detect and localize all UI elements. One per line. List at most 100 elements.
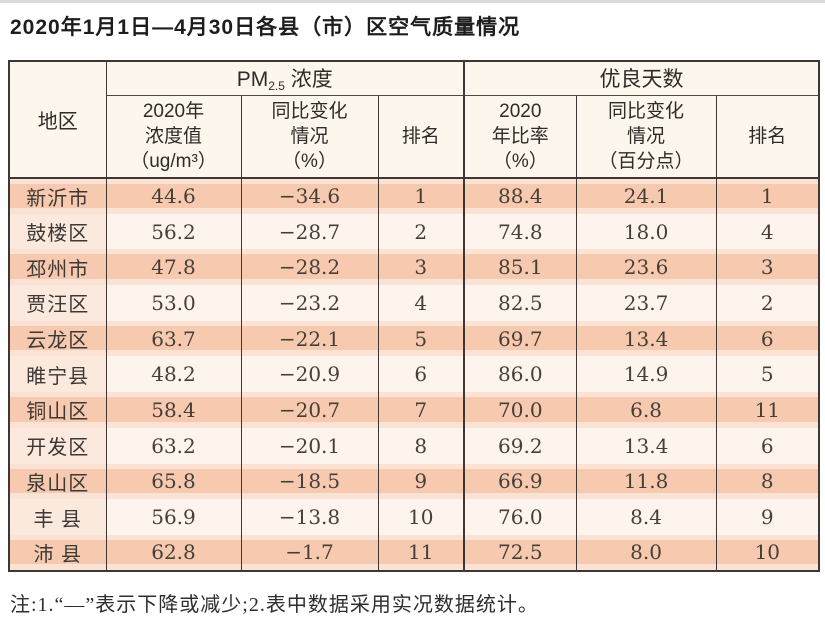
table-row: 丰 县 56.9 −13.8 10 76.0 8.4 9 bbox=[8, 499, 820, 535]
pm-change-cell: −20.7 bbox=[240, 392, 379, 428]
table-row: 睢宁县 48.2 −20.9 6 86.0 14.9 5 bbox=[8, 356, 820, 393]
region-cell: 沛 县 bbox=[8, 534, 107, 571]
header-group-pm25: PM2.5 浓度 bbox=[105, 61, 465, 96]
days-rank-cell: 5 bbox=[715, 356, 820, 393]
days-ratio-cell: 74.8 bbox=[463, 213, 577, 250]
pm-rank-cell: 2 bbox=[377, 213, 465, 250]
days-ratio-cell: 72.5 bbox=[463, 534, 577, 571]
region-cell: 云龙区 bbox=[8, 320, 107, 357]
days-ratio-cell: 76.0 bbox=[463, 499, 577, 535]
pm-change-cell: −1.7 bbox=[240, 534, 379, 571]
days-change-cell: 8.0 bbox=[575, 534, 717, 571]
pm-change-cell: −22.1 bbox=[240, 320, 379, 357]
pm-value-cell: 56.2 bbox=[105, 213, 242, 250]
pm-subscript: 2.5 bbox=[268, 79, 285, 94]
days-rank-cell: 4 bbox=[715, 213, 820, 250]
region-cell: 睢宁县 bbox=[8, 356, 107, 393]
days-ratio-cell: 86.0 bbox=[463, 356, 577, 393]
table-row: 沛 县 62.8 −1.7 11 72.5 8.0 10 bbox=[8, 534, 820, 571]
table-row: 云龙区 63.7 −22.1 5 69.7 13.4 6 bbox=[8, 320, 820, 357]
region-cell: 泉山区 bbox=[8, 463, 107, 500]
page-title: 2020年1月1日—4月30日各县（市）区空气质量情况 bbox=[10, 16, 521, 39]
days-change-cell: 18.0 bbox=[575, 213, 717, 250]
header-pm-value: 2020年 浓度值 （ug/m³） bbox=[105, 95, 242, 178]
pm-value-cell: 63.2 bbox=[105, 427, 242, 464]
days-ratio-cell: 88.4 bbox=[463, 178, 577, 214]
pm-rank-cell: 3 bbox=[377, 249, 465, 286]
region-cell: 邳州市 bbox=[8, 249, 107, 286]
header-days-ratio: 2020 年比率 （%） bbox=[463, 95, 577, 178]
pm-value-cell: 65.8 bbox=[105, 463, 242, 500]
pm-value-cell: 44.6 bbox=[105, 178, 242, 214]
pm-value-cell: 63.7 bbox=[105, 320, 242, 357]
pm-change-cell: −18.5 bbox=[240, 463, 379, 500]
header-region: 地区 bbox=[8, 61, 107, 178]
pm-change-cell: −23.2 bbox=[240, 285, 379, 321]
pm-change-cell: −28.7 bbox=[240, 213, 379, 250]
table-body: 新沂市 44.6 −34.6 1 88.4 24.1 1 鼓楼区 56.2 −2… bbox=[8, 178, 820, 571]
header-days-rank: 排名 bbox=[715, 95, 820, 178]
days-change-cell: 11.8 bbox=[575, 463, 717, 500]
pm-value-cell: 48.2 bbox=[105, 356, 242, 393]
days-ratio-cell: 82.5 bbox=[463, 285, 577, 321]
header-pm-change: 同比变化 情况 （%） bbox=[240, 95, 379, 178]
days-rank-cell: 9 bbox=[715, 499, 820, 535]
pm-rank-cell: 7 bbox=[377, 392, 465, 428]
pm-rank-cell: 5 bbox=[377, 320, 465, 357]
table-row: 贾汪区 53.0 −23.2 4 82.5 23.7 2 bbox=[8, 285, 820, 321]
days-rank-cell: 11 bbox=[715, 392, 820, 428]
pm-change-cell: −20.1 bbox=[240, 427, 379, 464]
region-cell: 铜山区 bbox=[8, 392, 107, 428]
pm-change-cell: −20.9 bbox=[240, 356, 379, 393]
pm-value-cell: 56.9 bbox=[105, 499, 242, 535]
days-change-cell: 8.4 bbox=[575, 499, 717, 535]
pm-rank-cell: 6 bbox=[377, 356, 465, 393]
days-rank-cell: 6 bbox=[715, 320, 820, 357]
header-pm-rank: 排名 bbox=[377, 95, 465, 178]
days-ratio-cell: 85.1 bbox=[463, 249, 577, 286]
pm-change-cell: −13.8 bbox=[240, 499, 379, 535]
region-cell: 丰 县 bbox=[8, 499, 107, 535]
table-row: 新沂市 44.6 −34.6 1 88.4 24.1 1 bbox=[8, 178, 820, 214]
days-change-cell: 13.4 bbox=[575, 427, 717, 464]
days-ratio-cell: 69.2 bbox=[463, 427, 577, 464]
pm-suffix: 浓度 bbox=[284, 68, 333, 92]
pm-rank-cell: 11 bbox=[377, 534, 465, 571]
days-change-cell: 14.9 bbox=[575, 356, 717, 393]
days-change-cell: 24.1 bbox=[575, 178, 717, 214]
header-sub-row: 2020年 浓度值 （ug/m³） 同比变化 情况 （%） 排名 2020 年比… bbox=[9, 95, 820, 178]
region-cell: 贾汪区 bbox=[8, 285, 107, 321]
table-row: 泉山区 65.8 −18.5 9 66.9 11.8 8 bbox=[8, 463, 820, 500]
header-days-change: 同比变化 情况 （百分点） bbox=[575, 95, 717, 178]
table-row: 鼓楼区 56.2 −28.7 2 74.8 18.0 4 bbox=[8, 213, 820, 250]
region-cell: 开发区 bbox=[8, 427, 107, 464]
pm-change-cell: −34.6 bbox=[240, 178, 379, 214]
region-cell: 新沂市 bbox=[8, 178, 107, 214]
days-change-cell: 23.6 bbox=[575, 249, 717, 286]
footnote: 注:1.“—”表示下降或减少;2.表中数据采用实况数据统计。 bbox=[10, 593, 539, 616]
pm-rank-cell: 9 bbox=[377, 463, 465, 500]
days-ratio-cell: 66.9 bbox=[463, 463, 577, 500]
air-quality-table: 地区 PM2.5 浓度 优良天数 2020年 浓度值 （ug/m³） 同比变化 … bbox=[8, 60, 821, 572]
table-row: 开发区 63.2 −20.1 8 69.2 13.4 6 bbox=[8, 427, 820, 464]
days-rank-cell: 1 bbox=[715, 178, 820, 214]
pm-value-cell: 58.4 bbox=[105, 392, 242, 428]
days-change-cell: 23.7 bbox=[575, 285, 717, 321]
days-ratio-cell: 70.0 bbox=[463, 392, 577, 428]
days-change-cell: 6.8 bbox=[575, 392, 717, 428]
days-rank-cell: 10 bbox=[715, 534, 820, 571]
pm-label: PM bbox=[236, 68, 269, 92]
days-ratio-cell: 69.7 bbox=[463, 320, 577, 357]
table-header: 地区 PM2.5 浓度 优良天数 2020年 浓度值 （ug/m³） 同比变化 … bbox=[8, 61, 820, 178]
region-cell: 鼓楼区 bbox=[8, 213, 107, 250]
header-group-row: 地区 PM2.5 浓度 优良天数 bbox=[8, 61, 820, 178]
pm-rank-cell: 1 bbox=[377, 178, 465, 214]
pm-value-cell: 62.8 bbox=[105, 534, 242, 571]
table-row: 铜山区 58.4 −20.7 7 70.0 6.8 11 bbox=[8, 392, 820, 428]
table-row: 邳州市 47.8 −28.2 3 85.1 23.6 3 bbox=[8, 249, 820, 286]
days-rank-cell: 6 bbox=[715, 427, 820, 464]
days-change-cell: 13.4 bbox=[575, 320, 717, 357]
days-rank-cell: 3 bbox=[715, 249, 820, 286]
header-group-good-days: 优良天数 bbox=[463, 61, 820, 96]
